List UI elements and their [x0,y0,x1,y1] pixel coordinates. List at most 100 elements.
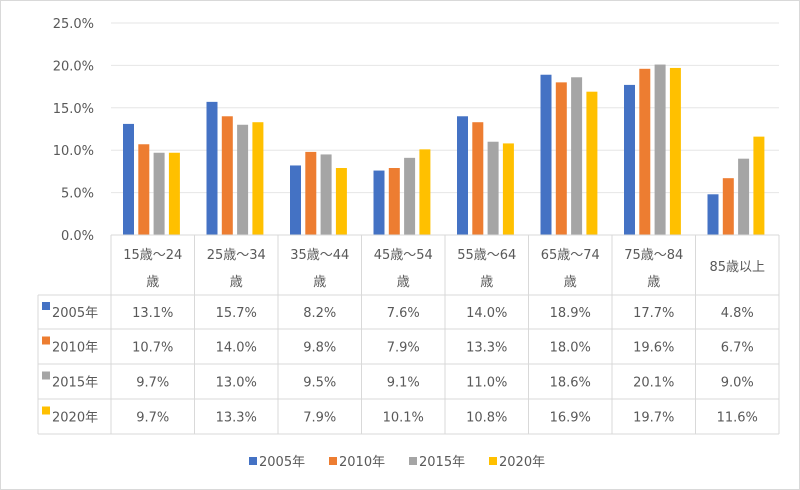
data-cell: 10.7% [132,341,173,356]
bar-2010年-55歳～64歳 [472,122,484,235]
bar-2005年-85歳以上 [707,194,719,235]
legend-marker [409,457,417,465]
data-cell: 9.1% [387,376,420,391]
data-cell: 6.7% [721,341,754,356]
bar-2010年-75歳～84歳 [639,68,651,236]
category-label-line1: 15歳～24 [123,248,182,263]
data-cell: 7.6% [387,306,420,321]
y-tick-label: 5.0% [61,187,94,202]
data-cell: 7.9% [387,341,420,356]
data-cell: 13.3% [216,411,257,426]
bar-2010年-65歳～74歳 [555,82,567,235]
legend-key-2015年 [42,371,50,380]
bar-2015年-85歳以上 [738,158,750,235]
category-label-line2: 歳 [313,275,326,290]
data-cell: 13.1% [132,306,173,321]
table-series-label: 2020年 [52,411,98,426]
table-series-label: 2010年 [52,341,98,356]
data-cell: 13.0% [216,376,257,391]
legend-marker [329,457,337,465]
y-tick-label: 25.0% [53,17,94,32]
category-label-line1: 55歳～64 [457,248,516,263]
data-cell: 9.5% [303,376,336,391]
category-label-line2: 歳 [480,275,493,290]
data-cell: 9.7% [136,376,169,391]
data-cell: 14.0% [216,341,257,356]
bar-2015年-75歳～84歳 [654,64,666,235]
bar-2005年-35歳～44歳 [290,165,301,235]
bar-2020年-75歳～84歳 [669,67,681,235]
bar-2010年-35歳～44歳 [305,151,317,235]
y-tick-label: 20.0% [53,59,94,74]
y-tick-label: 15.0% [53,102,94,117]
data-cell: 11.0% [466,376,507,391]
bar-2015年-55歳～64歳 [487,141,499,235]
bar-2005年-15歳～24歳 [123,123,134,235]
legend-key-2010年 [42,336,50,345]
bar-2010年-45歳～54歳 [388,168,400,235]
legend-key-2020年 [42,406,50,415]
category-label-line1: 65歳～74 [541,248,600,263]
category-label-line2: 歳 [397,275,410,290]
data-cell: 10.1% [383,411,424,426]
bar-2015年-65歳～74歳 [571,77,583,235]
data-cell: 14.0% [466,306,507,321]
bar-2020年-85歳以上 [753,136,765,235]
bar-2015年-45歳～54歳 [404,157,416,235]
legend-label: 2015年 [419,455,465,470]
legend-label: 2020年 [499,455,545,470]
category-label-line1: 25歳～34 [207,248,266,263]
data-cell: 15.7% [216,306,257,321]
data-cell: 18.9% [550,306,591,321]
bar-2020年-35歳～44歳 [335,168,347,235]
category-label-line1: 45歳～54 [374,248,433,263]
bar-2015年-35歳～44歳 [320,154,332,235]
bar-2010年-15歳～24歳 [138,144,150,235]
legend-marker [489,457,497,465]
bar-2015年-15歳～24歳 [153,152,165,235]
legend-marker [249,457,257,465]
bar-2020年-55歳～64歳 [502,143,514,235]
data-cell: 13.3% [466,341,507,356]
legend-label: 2010年 [339,455,385,470]
bar-2005年-45歳～54歳 [373,170,385,235]
category-label-line2: 歳 [230,275,243,290]
data-cell: 18.0% [550,341,591,356]
bar-2020年-65歳～74歳 [586,91,598,235]
data-cell: 9.7% [136,411,169,426]
bar-2020年-25歳～34歳 [252,122,264,235]
category-label: 85歳以上 [709,260,765,275]
data-cell: 4.8% [721,306,754,321]
data-cell: 16.9% [550,411,591,426]
legend-label: 2005年 [259,455,305,470]
data-cell: 9.0% [721,376,754,391]
table-series-label: 2005年 [52,306,98,321]
bar-2010年-85歳以上 [722,178,734,235]
bar-2005年-75歳～84歳 [624,84,635,236]
data-cell: 7.9% [303,411,336,426]
bar-2005年-65歳～74歳 [540,74,552,235]
category-label-line2: 歳 [146,275,159,290]
data-cell: 19.6% [633,341,674,356]
legend-key-2005年 [42,302,50,310]
data-cell: 11.6% [717,411,758,426]
bar-2010年-25歳～34歳 [221,116,233,235]
bar-2020年-45歳～54歳 [419,149,431,235]
data-cell: 10.8% [466,411,507,426]
data-cell: 19.7% [633,411,674,426]
category-label-line1: 35歳～44 [290,248,349,263]
data-cell: 8.2% [303,306,336,321]
table-series-label: 2015年 [52,376,98,391]
bar-2005年-25歳～34歳 [206,101,218,235]
bar-2020年-15歳～24歳 [168,152,180,235]
bar-2005年-55歳～64歳 [457,116,468,235]
category-label-line2: 歳 [647,275,660,290]
data-cell: 17.7% [633,306,674,321]
data-cell: 20.1% [633,376,674,391]
category-label-line2: 歳 [564,275,577,290]
data-cell: 9.8% [303,341,336,356]
y-tick-label: 0.0% [61,229,94,244]
category-label-line1: 75歳～84 [624,248,683,263]
